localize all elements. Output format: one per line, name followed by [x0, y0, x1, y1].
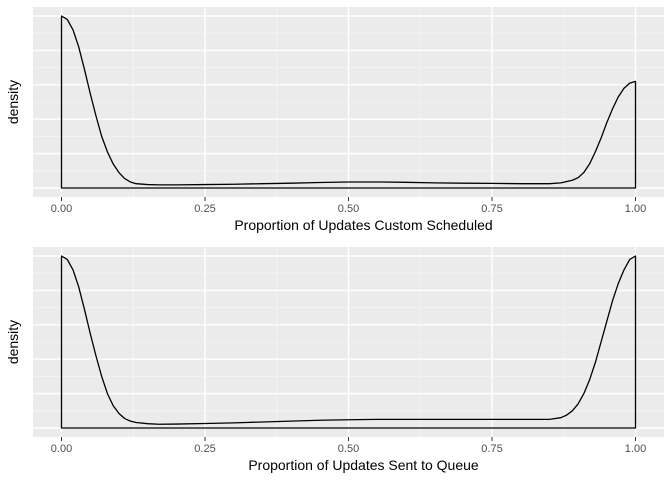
density-curve	[60, 255, 637, 429]
x-tick-label: 0.00	[51, 203, 72, 215]
y-axis-title: density	[5, 320, 21, 364]
density-curve	[60, 15, 637, 189]
x-tick-label: 0.00	[51, 443, 72, 455]
x-tick-label: 0.25	[194, 203, 215, 215]
x-tick-label: 0.25	[194, 443, 215, 455]
x-tick-label: 0.50	[338, 203, 359, 215]
x-axis-title: Proportion of Updates Custom Scheduled	[234, 217, 492, 233]
gridlines	[33, 7, 664, 197]
x-axis-ticks: 0.00 0.25 0.50 0.75 1.00	[51, 437, 646, 455]
x-tick-label: 0.75	[481, 203, 502, 215]
x-axis-ticks: 0.00 0.25 0.50 0.75 1.00	[51, 197, 646, 215]
panel-sent-to-queue: 0.00 0.25 0.50 0.75 1.00 Proportion of Updat…	[5, 247, 664, 473]
x-tick-label: 0.75	[481, 443, 502, 455]
x-tick-label: 0.50	[338, 443, 359, 455]
density-area	[60, 255, 637, 429]
y-axis-title: density	[5, 80, 21, 124]
x-axis-title: Proportion of Updates Sent to Queue	[248, 457, 479, 473]
panel-custom-scheduled: 0.00 0.25 0.50 0.75 1.00 Proportion of Updat…	[5, 7, 664, 233]
x-tick-label: 1.00	[625, 443, 646, 455]
x-tick-label: 1.00	[625, 203, 646, 215]
density-area	[60, 15, 637, 189]
